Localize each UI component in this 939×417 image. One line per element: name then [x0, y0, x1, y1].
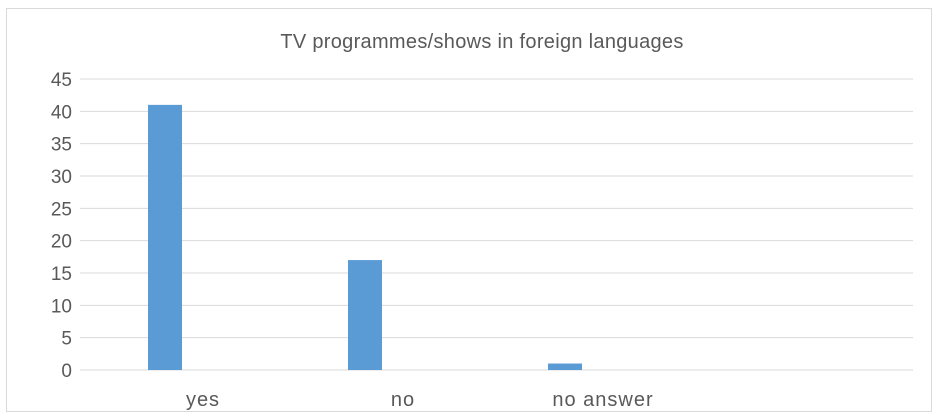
x-category-label: no answer	[552, 389, 653, 411]
y-tick-label: 20	[51, 232, 72, 253]
gridlines	[80, 78, 913, 371]
x-axis-labels: yes no no answer	[186, 389, 653, 411]
y-tick-label: 0	[61, 361, 72, 382]
y-tick-label: 40	[51, 102, 72, 123]
y-tick-label: 30	[51, 167, 72, 188]
y-tick-label: 15	[51, 264, 72, 285]
x-category-label: no	[391, 389, 415, 411]
chart-title: TV programmes/shows in foreign languages	[280, 31, 683, 53]
bars	[148, 104, 582, 370]
y-tick-label: 35	[51, 135, 72, 156]
y-tick-label: 25	[51, 199, 72, 220]
bar-no-answer	[548, 363, 582, 370]
y-tick-label: 10	[51, 296, 72, 317]
y-axis-ticks: 0 5 10 15 20 25 30 35 40 45	[51, 70, 72, 382]
y-tick-label: 45	[51, 70, 72, 91]
bar-no	[348, 260, 382, 370]
x-category-label: yes	[186, 389, 220, 411]
y-tick-label: 5	[61, 329, 72, 350]
bar-yes	[148, 104, 182, 370]
